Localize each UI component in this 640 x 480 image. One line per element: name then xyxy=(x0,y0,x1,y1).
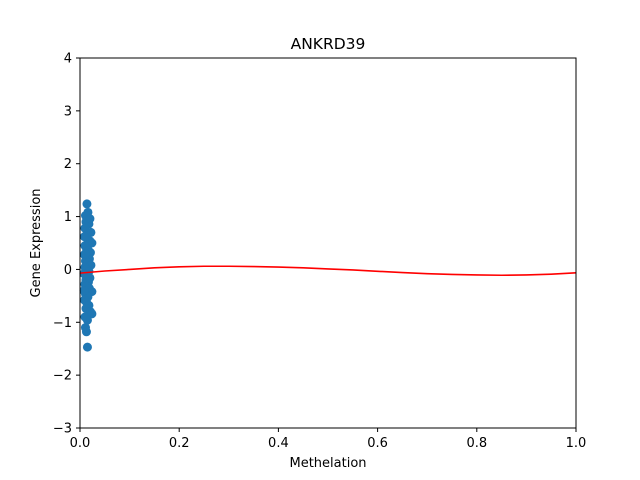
y-tick-label: −1 xyxy=(53,316,72,331)
y-tick-label: 2 xyxy=(64,157,72,172)
x-tick-label: 0.4 xyxy=(268,436,289,451)
y-tick-label: 1 xyxy=(64,210,72,225)
y-tick-label: 4 xyxy=(64,52,72,67)
x-tick-label: 0.0 xyxy=(70,436,91,451)
scatter-point xyxy=(80,249,90,259)
x-tick-label: 0.8 xyxy=(466,436,487,451)
x-tick-label: 0.2 xyxy=(169,436,190,451)
y-tick-label: 0 xyxy=(64,263,72,278)
scatter-point xyxy=(81,327,91,337)
y-tick-label: −3 xyxy=(53,422,72,437)
scatter-point xyxy=(82,315,92,325)
x-axis-ticks: 0.0 0.2 0.4 0.6 0.8 1.0 xyxy=(70,428,587,451)
y-axis-label: Gene Expression xyxy=(29,188,44,297)
x-tick-label: 1.0 xyxy=(566,436,587,451)
y-tick-label: −2 xyxy=(53,369,72,384)
scatter-point xyxy=(87,309,97,319)
fit-line xyxy=(79,265,577,277)
scatter-point xyxy=(79,232,89,242)
y-axis-ticks: −3 −2 −1 0 1 2 3 4 xyxy=(53,52,80,437)
chart-title: ANKRD39 xyxy=(291,35,366,53)
axes-frame xyxy=(79,57,577,429)
x-axis-label: Methelation xyxy=(289,456,366,471)
scatter-point xyxy=(82,199,92,209)
scatter-point xyxy=(82,342,92,352)
scatter-point xyxy=(85,214,95,224)
y-tick-label: 3 xyxy=(64,104,72,119)
x-tick-label: 0.6 xyxy=(367,436,388,451)
plot-area xyxy=(79,199,577,352)
scatter-point xyxy=(79,286,89,296)
